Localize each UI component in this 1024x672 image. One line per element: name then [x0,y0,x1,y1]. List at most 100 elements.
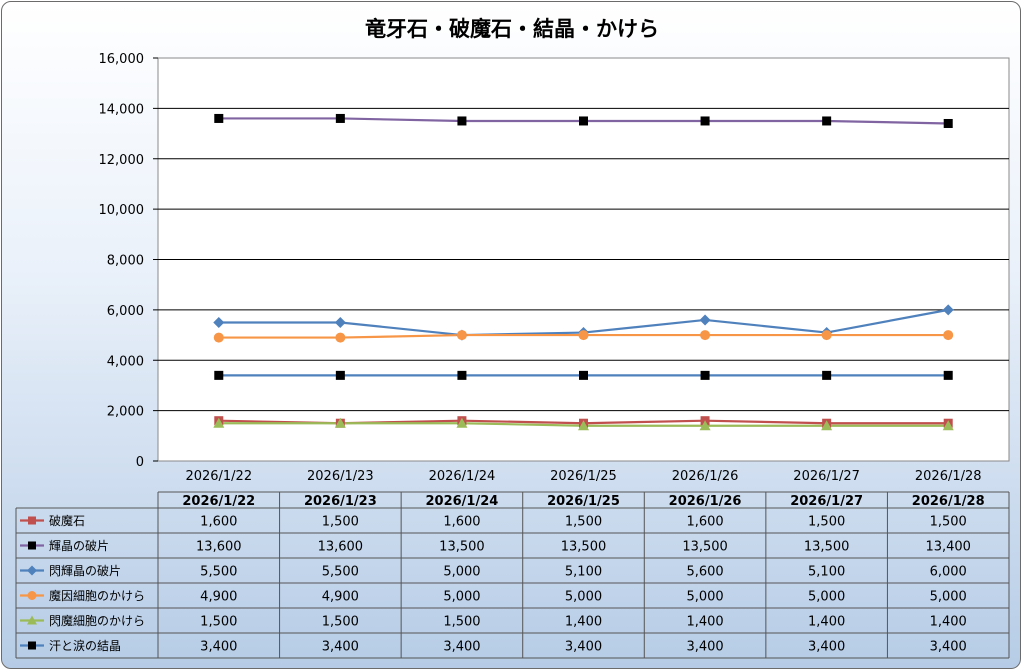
x-axis: 2026/1/22 2026/1/23 2026/1/24 2026/1/25 2026… [185,469,981,484]
x-tick-label: 2026/1/22 [185,469,252,484]
data-point [579,116,588,126]
data-label: 3,400 [322,640,359,655]
data-point [28,641,36,650]
y-tick-label: 2,000 [107,405,144,420]
y-tick-label: 16,000 [99,52,145,67]
data-point [457,370,467,380]
data-label: 3,400 [808,640,845,655]
data-label: 13,500 [561,540,607,555]
data-point [334,316,346,328]
data-label: 3,400 [930,640,967,655]
data-label: 13,400 [925,540,971,555]
data-label: 13,500 [439,540,485,555]
x-tick-label: 2026/1/24 [429,469,496,484]
data-point [214,370,224,380]
data-label: 1,500 [200,615,237,630]
data-label: 1,400 [808,615,845,630]
data-point [335,113,345,123]
data-point [942,304,954,316]
data-point [335,370,345,380]
data-point [28,516,36,525]
data-label: 3,400 [200,640,237,655]
data-label: 13,600 [196,540,242,555]
data-label: 5,000 [443,565,480,580]
y-tick-label: 0 [136,455,144,470]
data-label: 5,600 [686,565,723,580]
data-point [821,420,833,431]
data-point [213,417,225,428]
legend-entry: 破魔石 [49,513,85,528]
data-label: 5,000 [808,590,845,605]
data-point [27,591,37,600]
data-point [943,330,954,341]
table-header: 2026/1/25 [547,494,620,509]
data-label: 3,400 [565,640,602,655]
data-point [700,116,710,126]
table-header: 2026/1/22 [182,494,255,509]
gridlines [158,107,1009,412]
data-label: 1,500 [443,615,480,630]
data-point [821,330,832,341]
y-axis: 0 2,000 4,000 6,000 8,000 10,000 12,000 14,000 1… [99,52,158,470]
legend-entry: 閃輝晶の破片 [49,563,121,578]
data-point [213,332,224,343]
data-label: 13,500 [682,540,728,555]
data-label: 5,100 [808,565,845,580]
y-tick-label: 8,000 [107,254,144,269]
legend-entry: 汗と涙の結晶 [49,638,121,653]
data-point [700,330,711,341]
data-label: 13,500 [804,540,850,555]
data-label: 5,000 [686,590,723,605]
legend-entry: 魔因細胞のかけら [49,588,145,603]
data-label: 6,000 [930,565,967,580]
data-point [700,370,710,380]
data-point [214,113,224,123]
data-point [699,314,711,326]
x-tick-label: 2026/1/25 [550,469,617,484]
legend-entry: 閃魔細胞のかけら [49,613,145,628]
data-label: 5,000 [930,590,967,605]
data-point [942,420,954,431]
data-table: 2026/1/22 2026/1/23 2026/1/24 2026/1/25 2026… [15,491,1010,659]
data-point [334,417,346,428]
data-point [699,420,711,431]
data-label: 1,400 [686,615,723,630]
data-label: 1,600 [200,515,237,530]
y-tick-label: 4,000 [107,354,144,369]
data-label: 1,400 [930,615,967,630]
data-point [27,615,37,625]
data-label: 3,400 [686,640,723,655]
table-header: 2026/1/23 [304,494,377,509]
data-label: 1,600 [443,515,480,530]
data-label: 5,500 [200,565,237,580]
data-point [578,420,589,431]
data-label: 1,500 [930,515,967,530]
y-tick-label: 12,000 [99,153,145,168]
data-label: 5,000 [443,590,480,605]
data-label: 13,600 [318,540,364,555]
data-point [335,332,346,343]
data-point [213,316,225,328]
data-label: 5,100 [565,565,602,580]
y-tick-label: 10,000 [99,203,145,218]
data-label: 5,000 [565,590,602,605]
data-label: 1,500 [565,515,602,530]
data-label: 4,900 [200,590,237,605]
table-header: 2026/1/28 [912,494,985,509]
series-markers [213,113,954,431]
data-point [943,370,953,380]
data-point [456,330,467,341]
x-tick-label: 2026/1/27 [793,469,860,484]
data-point [943,118,953,128]
x-tick-label: 2026/1/23 [307,469,374,484]
chart-title: 竜牙石・破魔石・結晶・かけら [365,17,659,41]
y-tick-label: 14,000 [99,102,145,117]
x-tick-label: 2026/1/26 [672,469,739,484]
data-label: 1,500 [322,515,359,530]
y-tick-label: 6,000 [107,304,144,319]
data-point [822,116,832,126]
data-point [579,370,588,380]
data-label: 5,500 [322,565,359,580]
